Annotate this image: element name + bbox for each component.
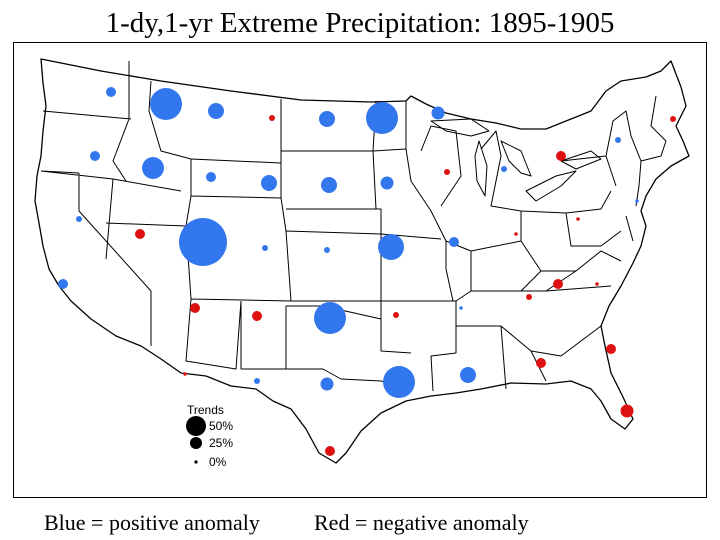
station-marker-nv — [179, 218, 227, 266]
legend-marker-25 — [190, 437, 202, 449]
caption-negative-anomaly: Red = negative anomaly — [314, 510, 529, 535]
station-marker-northern-ca — [135, 229, 145, 239]
us-map: Trends 50% 25% 0% — [34, 58, 690, 469]
map-frame: Trends 50% 25% 0% — [13, 42, 707, 498]
station-marker-nc — [254, 378, 260, 384]
station-marker-northern-id — [150, 88, 182, 120]
station-marker-eastern-sd — [380, 176, 394, 190]
station-marker-ia — [449, 237, 459, 247]
station-marker-nm — [383, 366, 415, 398]
station-marker-western-wy — [206, 172, 216, 182]
station-marker-southern-id — [142, 157, 164, 179]
station-marker-la — [606, 344, 616, 354]
station-marker-nj — [58, 279, 68, 289]
station-marker-northern-ut — [262, 245, 268, 251]
station-markers — [58, 87, 676, 456]
station-marker-co — [324, 247, 330, 253]
station-marker-western-nd — [319, 111, 335, 127]
station-marker-western-sd — [321, 177, 337, 193]
station-marker-eastern-mt — [269, 115, 275, 121]
station-marker-nh — [76, 216, 82, 222]
station-marker-va — [183, 372, 187, 376]
station-marker-or — [90, 151, 100, 161]
great-lakes — [430, 118, 602, 202]
station-marker-mo — [526, 294, 532, 300]
station-marker-ny — [556, 151, 566, 161]
station-marker-southern-ut — [252, 311, 262, 321]
station-marker-ok — [459, 306, 463, 310]
us-outline — [34, 58, 690, 464]
station-marker-ga — [325, 446, 335, 456]
station-marker-southern-ca — [190, 303, 200, 313]
legend-marker-0 — [194, 460, 198, 464]
station-marker-wi — [444, 169, 450, 175]
station-marker-in — [576, 217, 580, 221]
legend-label-0: 0% — [209, 455, 227, 469]
legend-label-25: 25% — [209, 436, 233, 450]
station-marker-az — [320, 377, 334, 391]
station-marker-central-tx — [536, 358, 546, 368]
legend-label-50: 50% — [209, 419, 233, 433]
internal-boundaries — [40, 61, 667, 392]
station-marker-pa — [635, 199, 639, 203]
legend-title: Trends — [187, 403, 224, 417]
station-marker-il — [514, 232, 518, 236]
station-marker-western-mt — [208, 103, 224, 119]
station-marker-ky — [595, 282, 599, 286]
station-marker-west-tx — [460, 367, 476, 383]
station-marker-ne — [378, 234, 404, 260]
state-boundaries — [34, 58, 690, 464]
station-marker-mi — [501, 166, 507, 172]
station-marker-western-wa — [106, 87, 116, 97]
map-title: 1-dy,1-yr Extreme Precipitation: 1895-19… — [105, 7, 615, 39]
station-marker-upper-mi — [615, 137, 621, 143]
station-marker-tn — [553, 279, 563, 289]
legend-marker-50 — [186, 416, 206, 436]
station-marker-northern-mn — [431, 106, 445, 120]
legend: Trends 50% 25% 0% — [186, 403, 233, 469]
station-marker-sc — [620, 404, 634, 418]
station-marker-northern-me — [670, 116, 676, 122]
caption-positive-anomaly: Blue = positive anomaly — [44, 510, 260, 535]
station-marker-eastern-co — [314, 302, 346, 334]
station-marker-eastern-wy — [261, 175, 277, 191]
station-marker-ks — [393, 312, 399, 318]
station-marker-eastern-nd — [366, 102, 398, 134]
